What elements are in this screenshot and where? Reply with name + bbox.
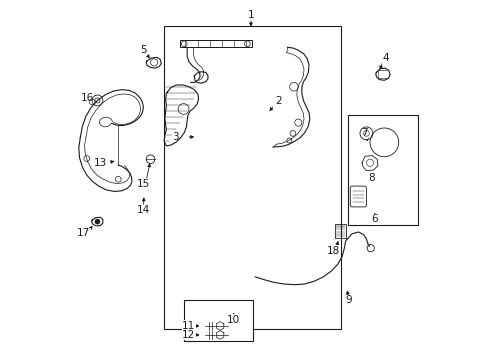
Text: 3: 3 <box>172 132 179 142</box>
Bar <box>183 300 253 341</box>
Text: 10: 10 <box>227 315 240 325</box>
Text: 16: 16 <box>81 93 94 103</box>
Text: 18: 18 <box>326 246 339 256</box>
Text: 17: 17 <box>77 228 90 238</box>
Text: 6: 6 <box>370 215 377 224</box>
Bar <box>348 116 418 225</box>
Text: 12: 12 <box>182 330 195 340</box>
Circle shape <box>95 219 100 224</box>
Bar <box>334 224 345 238</box>
Text: 7: 7 <box>361 129 367 138</box>
Text: 13: 13 <box>94 158 107 168</box>
Text: 9: 9 <box>345 295 351 305</box>
Text: 14: 14 <box>137 205 150 215</box>
Text: 15: 15 <box>137 179 150 189</box>
Text: 2: 2 <box>275 96 281 106</box>
Bar <box>163 26 341 329</box>
Text: 5: 5 <box>140 45 146 55</box>
Text: 1: 1 <box>247 10 254 20</box>
Text: 11: 11 <box>182 321 195 331</box>
Text: 4: 4 <box>382 53 388 63</box>
Bar <box>180 40 251 47</box>
Text: 8: 8 <box>367 173 374 183</box>
